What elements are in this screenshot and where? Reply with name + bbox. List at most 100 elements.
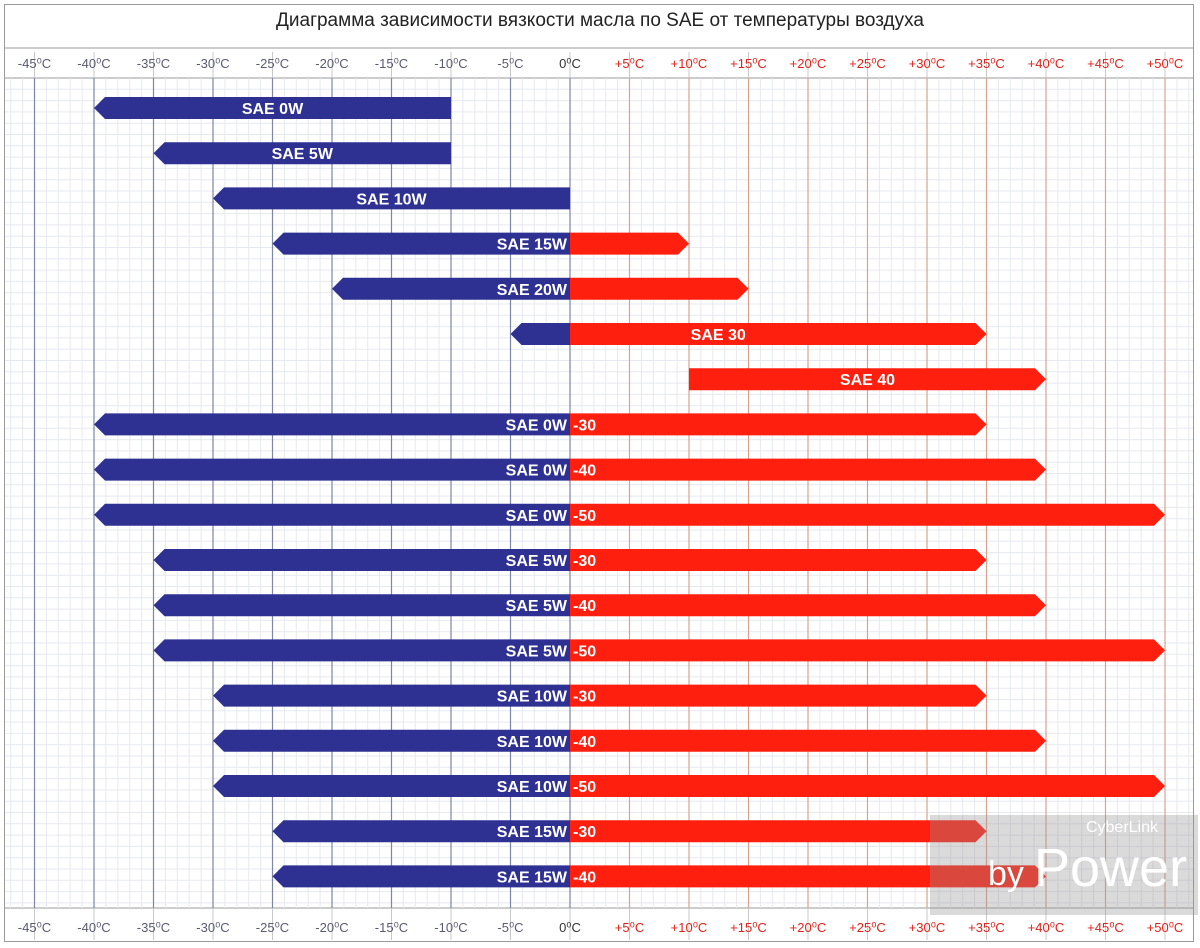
x-tick-label-top: -35⁰C xyxy=(137,56,170,71)
bar-label: SAE 0W xyxy=(242,101,304,118)
watermark: CyberLink by Power xyxy=(930,815,1198,915)
bar-label-winter: SAE 5W xyxy=(506,643,568,660)
watermark-by: by xyxy=(988,855,1024,893)
bar-label-summer: -50 xyxy=(573,779,596,796)
bar-warm-segment xyxy=(570,232,689,255)
bar-label-winter: SAE 5W xyxy=(506,553,568,570)
bar-cold-segment xyxy=(153,594,570,617)
bar-cold-segment xyxy=(510,323,570,345)
bar-label-summer: -50 xyxy=(573,508,596,525)
bar-label-winter: SAE 10W xyxy=(497,734,568,751)
bar-label: SAE 15W xyxy=(497,237,568,254)
x-tick-label-top: +20⁰C xyxy=(790,56,827,71)
x-tick-label-bottom: +30⁰C xyxy=(909,920,946,935)
bar-label-summer: -50 xyxy=(573,643,596,660)
x-tick-label-bottom: -40⁰C xyxy=(77,920,110,935)
bar-cold-segment xyxy=(94,458,570,481)
bar-warm-segment xyxy=(570,729,1046,752)
bar-warm-segment xyxy=(570,323,987,345)
x-tick-label-top: -45⁰C xyxy=(18,56,51,71)
bar-warm-segment xyxy=(570,775,1165,797)
bar-cold-segment xyxy=(213,684,570,707)
bar-label-winter: SAE 15W xyxy=(497,869,568,886)
bar-label-summer: -40 xyxy=(573,598,596,615)
x-tick-label-bottom: 0⁰C xyxy=(559,920,581,935)
bar-cold xyxy=(94,97,451,119)
x-tick-label-top: -25⁰C xyxy=(256,56,289,71)
bar-label-winter: SAE 0W xyxy=(506,417,568,434)
bar-warm-segment xyxy=(570,413,987,436)
x-tick-label-top: 0⁰C xyxy=(559,56,581,71)
bar-label-winter: SAE 10W xyxy=(497,779,568,796)
x-tick-label-top: +50⁰C xyxy=(1147,56,1184,71)
x-tick-label-bottom: +20⁰C xyxy=(790,920,827,935)
watermark-power: Power xyxy=(1034,838,1188,898)
x-tick-label-top: +5⁰C xyxy=(615,56,644,71)
bar-cold-segment xyxy=(153,639,570,662)
bar-warm-segment xyxy=(570,549,987,571)
bar-warm-segment xyxy=(570,277,749,300)
x-tick-label-bottom: -20⁰C xyxy=(315,920,348,935)
x-tick-label-top: +10⁰C xyxy=(671,56,708,71)
bar-cold xyxy=(213,187,570,210)
x-tick-label-top: +40⁰C xyxy=(1028,56,1065,71)
bar-warm-segment xyxy=(570,684,987,707)
bar-warm-segment xyxy=(570,639,1165,662)
bar-cold-segment xyxy=(94,503,570,526)
bar-label-summer: -30 xyxy=(573,689,596,706)
x-tick-label-bottom: +10⁰C xyxy=(671,920,708,935)
x-tick-label-bottom: +35⁰C xyxy=(968,920,1005,935)
bar-cold-segment xyxy=(272,232,570,255)
bar-label-summer: -30 xyxy=(573,824,596,841)
bar-warm-segment xyxy=(570,820,987,843)
x-tick-label-top: +25⁰C xyxy=(849,56,886,71)
x-tick-label-bottom: -15⁰C xyxy=(375,920,408,935)
x-tick-label-bottom: +5⁰C xyxy=(615,920,644,935)
bar-warm-segment xyxy=(570,594,1046,617)
bar-cold-segment xyxy=(272,865,570,888)
x-tick-label-top: -30⁰C xyxy=(196,56,229,71)
bar-cold-segment xyxy=(153,549,570,571)
bar-warm xyxy=(689,368,1046,391)
x-tick-label-top: -10⁰C xyxy=(434,56,467,71)
x-tick-label-bottom: +25⁰C xyxy=(849,920,886,935)
bar-label-summer: -40 xyxy=(573,463,596,480)
x-tick-label-bottom: -45⁰C xyxy=(18,920,51,935)
bar-label: SAE 20W xyxy=(497,282,568,299)
bar-label: SAE 30 xyxy=(691,327,746,344)
x-tick-label-bottom: +15⁰C xyxy=(730,920,767,935)
bar-label-winter: SAE 0W xyxy=(506,463,568,480)
bar-label-winter: SAE 15W xyxy=(497,824,568,841)
x-tick-label-bottom: -35⁰C xyxy=(137,920,170,935)
bar-warm-segment xyxy=(570,865,1046,888)
bar-cold-segment xyxy=(94,413,570,436)
x-tick-label-bottom: +45⁰C xyxy=(1087,920,1124,935)
x-tick-label-top: +15⁰C xyxy=(730,56,767,71)
bar-label-summer: -40 xyxy=(573,869,596,886)
x-tick-label-top: +30⁰C xyxy=(909,56,946,71)
x-tick-label-top: +45⁰C xyxy=(1087,56,1124,71)
bar-label-winter: SAE 0W xyxy=(506,508,568,525)
bar-cold xyxy=(153,142,451,165)
bar-cold-segment xyxy=(332,277,570,300)
bar-label-winter: SAE 5W xyxy=(506,598,568,615)
x-tick-label-top: +35⁰C xyxy=(968,56,1005,71)
bar-warm-segment xyxy=(570,503,1165,526)
x-tick-label-bottom: -25⁰C xyxy=(256,920,289,935)
x-tick-label-bottom: -30⁰C xyxy=(196,920,229,935)
bar-label-summer: -40 xyxy=(573,734,596,751)
bar-label-summer: -30 xyxy=(573,553,596,570)
x-tick-label-bottom: -5⁰C xyxy=(497,920,523,935)
bar-label: SAE 10W xyxy=(356,191,427,208)
x-tick-label-bottom: +40⁰C xyxy=(1028,920,1065,935)
x-tick-label-bottom: +50⁰C xyxy=(1147,920,1184,935)
watermark-brand: CyberLink xyxy=(1085,819,1158,836)
bar-label-summer: -30 xyxy=(573,417,596,434)
x-tick-label-top: -5⁰C xyxy=(497,56,523,71)
bar-label-winter: SAE 10W xyxy=(497,689,568,706)
x-tick-label-top: -20⁰C xyxy=(315,56,348,71)
bar-cold-segment xyxy=(213,729,570,752)
bar-label: SAE 5W xyxy=(272,146,334,163)
x-tick-label-bottom: -10⁰C xyxy=(434,920,467,935)
